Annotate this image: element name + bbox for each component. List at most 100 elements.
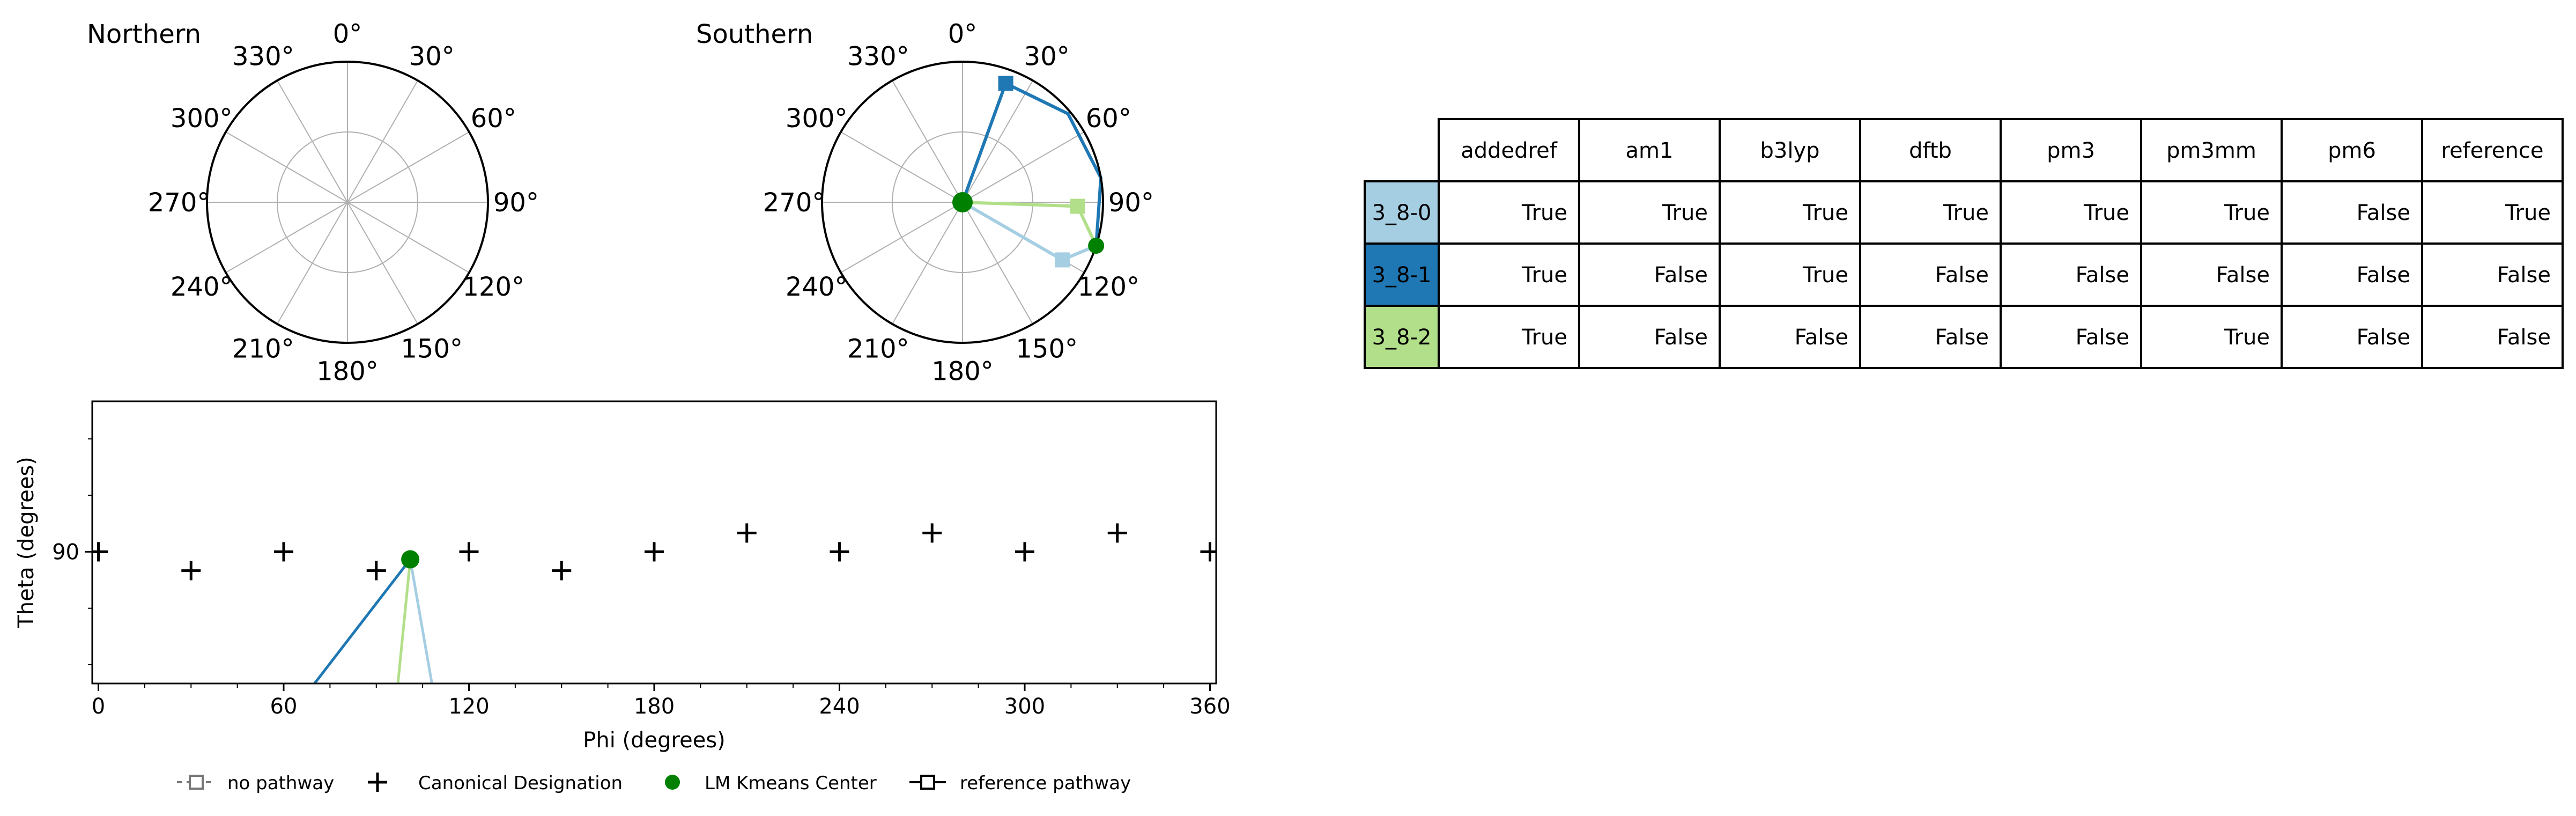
table-cell-text: True <box>1662 201 1708 225</box>
northern-angle-label: 210° <box>232 334 294 364</box>
table-body: 3_8-0 True True True True True True False True 3_… <box>1364 180 2564 369</box>
legend-kmeans-label: LM Kmeans Center <box>705 773 877 794</box>
table-cell <box>1859 305 2002 369</box>
northern-grid-spoke <box>347 80 418 203</box>
legend-canonical-label: Canonical Designation <box>418 773 623 794</box>
southern-grid-spoke <box>962 131 1085 203</box>
table-cell-text: False <box>2216 263 2270 288</box>
legend-reference: reference pathway <box>909 773 1131 794</box>
row-label-text: 3_8-0 <box>1372 201 1432 225</box>
header-cell <box>1578 118 1721 182</box>
table-cell <box>1438 180 1580 245</box>
northern-angle-label: 270° <box>148 188 210 218</box>
table-cell <box>2140 242 2283 307</box>
southern-frame <box>821 61 1104 344</box>
southern-angle-label: 180° <box>931 356 994 386</box>
cartesian-pathway-line <box>313 558 412 683</box>
table-cell-text: False <box>2357 263 2410 288</box>
table-cell-text: False <box>2497 325 2551 350</box>
cartesian-plot: 0 60 120 180 240 300 360 90 Phi (degrees) Theta… <box>14 400 1231 753</box>
table-header: addedref am1 b3lyp dftb pm3 pm3mm pm6 reference <box>1438 118 2564 182</box>
northern-angle-label: 300° <box>171 104 233 134</box>
canonical-marker <box>274 542 294 562</box>
header-cell <box>2140 118 2283 182</box>
northern-angle-label: 240° <box>171 272 233 302</box>
northern-title: Northern <box>87 19 201 49</box>
header-cell <box>1859 118 2002 182</box>
table-cell <box>1578 242 1721 307</box>
canonical-marker <box>92 542 108 562</box>
table-cell-text: True <box>1802 263 1848 288</box>
southern-angle-label: 210° <box>847 334 909 364</box>
canonical-marker <box>181 561 201 580</box>
table-cell-text: True <box>1943 201 1989 225</box>
northern-grid-spoke <box>225 202 348 273</box>
table-cell-text: False <box>1654 263 1708 288</box>
header-cell-text: pm6 <box>2328 138 2376 163</box>
legend-plus-marker <box>368 773 387 792</box>
table-cell <box>1438 305 1580 369</box>
header-cell-text: dftb <box>1909 138 1952 163</box>
southern-grid-spoke <box>840 202 963 273</box>
legend-reference-label: reference pathway <box>960 773 1131 794</box>
x-tick-label: 360 <box>1189 694 1230 719</box>
x-tick-label: 0 <box>92 694 105 719</box>
canonical-marker <box>645 542 664 562</box>
southern-grid-spoke <box>962 202 1033 325</box>
southern-angle-label: 60° <box>1086 104 1131 134</box>
legend-no-pathway-label: no pathway <box>227 773 334 794</box>
southern-pathway-line <box>961 82 1102 246</box>
table-cell <box>2421 242 2564 307</box>
pathway-table: addedref am1 b3lyp dftb pm3 pm3mm pm6 reference… <box>1364 118 2564 369</box>
southern-title: Southern <box>696 19 813 49</box>
table-cell-text: True <box>2224 325 2270 350</box>
table-cell-text: True <box>1802 201 1848 225</box>
northern-angle-label: 60° <box>471 104 516 134</box>
table-cell <box>2421 305 2564 369</box>
table-cell <box>2281 180 2423 245</box>
x-axis-label: Phi (degrees) <box>583 728 726 753</box>
southern-angle-label: 30° <box>1024 42 1070 72</box>
southern-angle-label: 300° <box>786 104 848 134</box>
y-axis-label: Theta (degrees) <box>14 457 39 629</box>
northern-grid-spoke <box>347 131 470 203</box>
southern-angle-label: 120° <box>1077 272 1139 302</box>
header-cell-text: pm3 <box>2047 138 2095 163</box>
header-cell-text: b3lyp <box>1760 138 1819 163</box>
y-tick-label: 90 <box>52 540 79 565</box>
table-cell-text: True <box>1521 263 1567 288</box>
northern-angle-label: 180° <box>316 356 379 386</box>
header-cell-text: addedref <box>1461 138 1557 163</box>
legend-no-pathway: no pathway <box>177 773 334 794</box>
canonical-marker <box>737 523 757 543</box>
x-tick-label: 180 <box>634 694 675 719</box>
legend-reference-marker <box>920 775 935 790</box>
cartesian-ticks: 0 60 120 180 240 300 360 90 <box>52 438 1231 719</box>
northern-polar-plot: Northern 0° 30° 60° 90° 120° 150° 180° 210° 240°… <box>87 19 539 387</box>
southern-pathways <box>961 82 1102 262</box>
table-cell <box>2000 242 2142 307</box>
northern-grid <box>207 62 488 343</box>
canonical-marker <box>1015 542 1034 562</box>
southern-pathway-square-marker <box>1070 199 1085 214</box>
canonical-marker <box>922 523 942 543</box>
northern-frame <box>206 61 489 344</box>
southern-boundary-marker <box>1088 237 1105 254</box>
table-cell-text: False <box>2076 325 2129 350</box>
southern-grid-spoke <box>962 80 1033 203</box>
northern-grid-spoke <box>277 202 348 325</box>
x-tick-label: 240 <box>819 694 860 719</box>
canonical-marker <box>830 542 849 562</box>
southern-angle-label: 150° <box>1016 334 1078 364</box>
cartesian-points <box>92 523 1216 580</box>
northern-angle-labels: 0° 30° 60° 90° 120° 150° 180° 210° 240° 270° 300° 3… <box>148 19 539 387</box>
table-cell-text: True <box>2083 201 2129 225</box>
table-cell-text: True <box>1521 325 1567 350</box>
southern-angle-label: 330° <box>847 42 909 72</box>
table-cell-text: False <box>1795 325 1848 350</box>
northern-angle-label: 0° <box>333 19 362 49</box>
legend-kmeans: LM Kmeans Center <box>665 773 877 794</box>
northern-angle-label: 120° <box>462 272 524 302</box>
canonical-marker <box>459 542 479 562</box>
row-label-text: 3_8-1 <box>1372 263 1432 288</box>
